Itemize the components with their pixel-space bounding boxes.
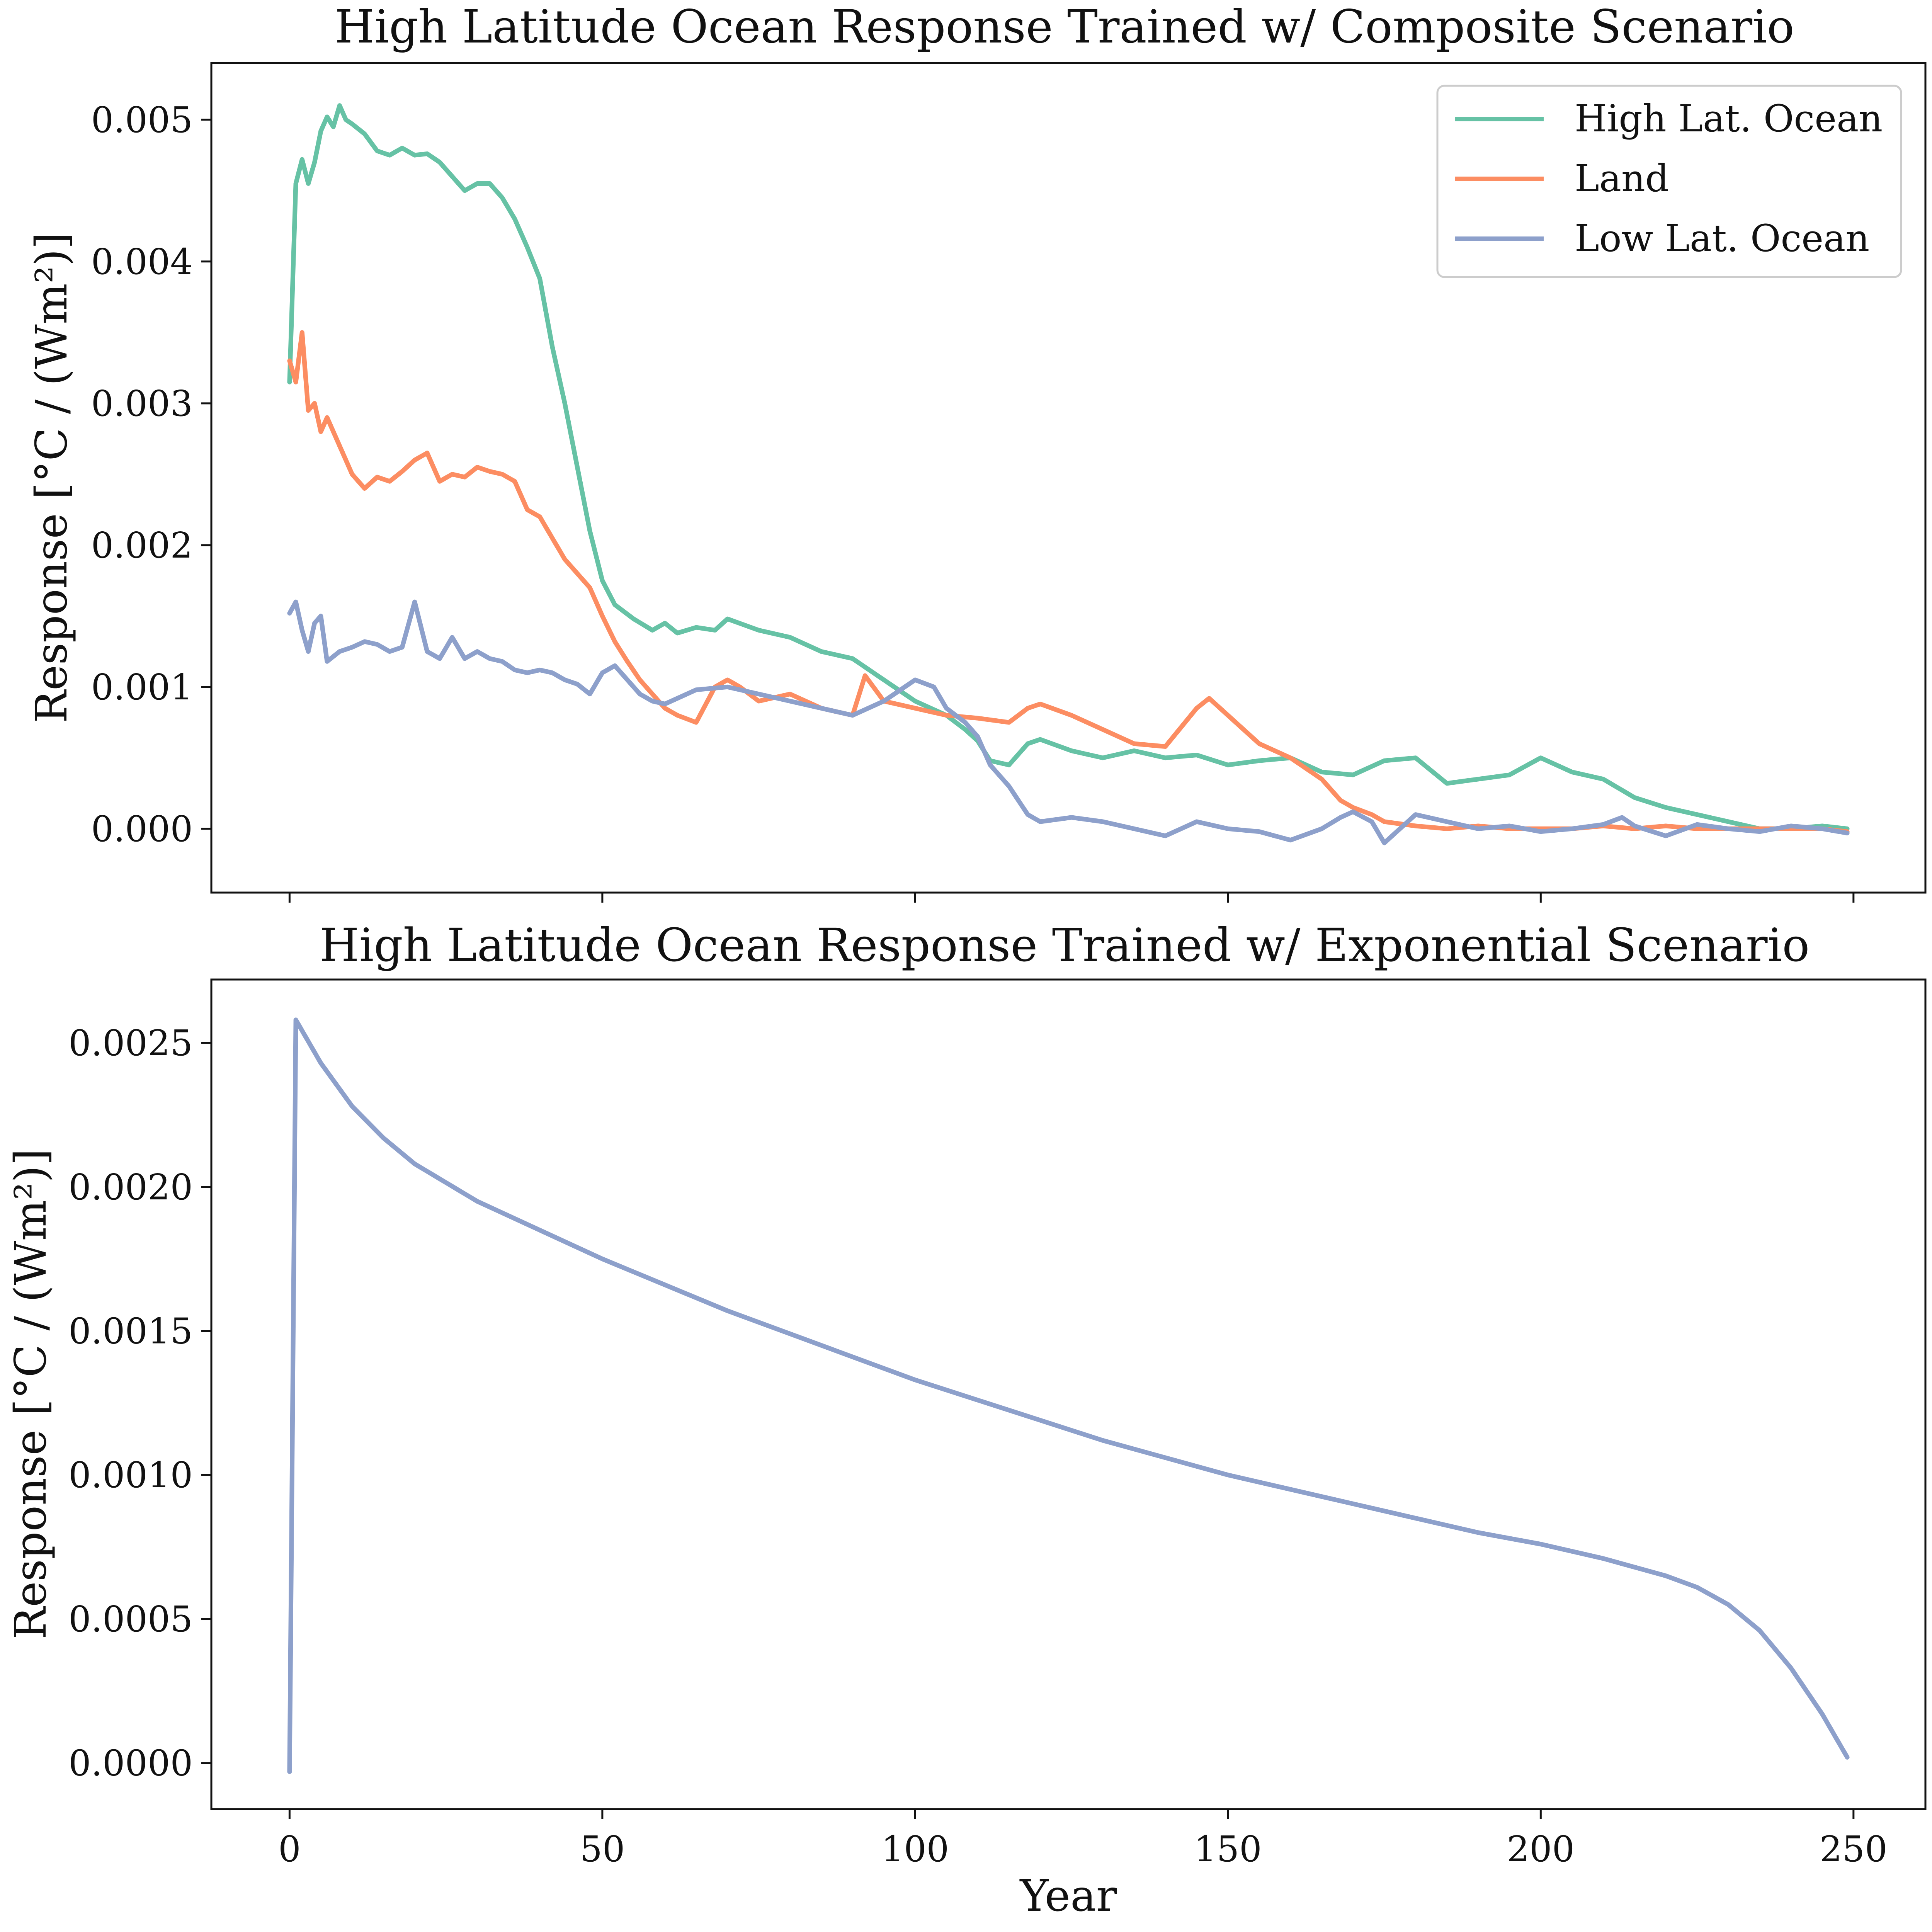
legend: High Lat. Ocean Land Low Lat. Ocean	[1436, 85, 1902, 278]
bottom-plot-frame	[210, 978, 1927, 1810]
x-tick-label: 50	[580, 1828, 625, 1870]
x-axis-label: Year	[1019, 1871, 1117, 1921]
y-tick-label: 0.0025	[68, 1022, 193, 1064]
bottom-plot-area: 0.0000 0.0005 0.0010 0.0015 0.0020 0.0025 0 50 1…	[68, 1017, 1888, 1870]
series-line-low-lat-ocean	[287, 599, 1850, 845]
x-tick-label: 100	[881, 1828, 949, 1870]
top-plot-area: 0.000 0.001 0.002 0.003 0.004 0.005	[91, 99, 1855, 903]
y-tick-label: 0.0010	[68, 1454, 193, 1496]
y-tick-label: 0.0000	[68, 1743, 193, 1784]
y-tick-label: 0.002	[91, 525, 193, 566]
bottom-chart-title: High Latitude Ocean Response Trained w/ …	[320, 918, 1810, 972]
top-chart: High Latitude Ocean Response Trained w/ …	[27, 0, 1927, 903]
y-tick-label: 0.003	[91, 383, 193, 424]
y-tick-label: 0.0015	[68, 1310, 193, 1352]
y-tick-label: 0.0005	[68, 1599, 193, 1640]
series-line-series-0	[287, 1017, 1850, 1774]
series-line-high-lat-ocean	[287, 103, 1850, 831]
top-y-axis-label: Response [°C / (Wm²)]	[27, 232, 77, 723]
y-tick-label: 0.0020	[68, 1167, 193, 1208]
x-tick-label: 250	[1820, 1828, 1888, 1870]
legend-label-land: Land	[1575, 157, 1669, 200]
y-tick-label: 0.000	[91, 808, 193, 850]
top-chart-title: High Latitude Ocean Response Trained w/ …	[335, 0, 1794, 53]
y-tick-label: 0.001	[91, 667, 193, 708]
top-plot-frame	[210, 62, 1927, 894]
bottom-y-axis-label: Response [°C / (Wm²)]	[6, 1149, 56, 1639]
y-tick-label: 0.004	[91, 241, 193, 282]
x-tick-label: 150	[1194, 1828, 1262, 1870]
x-tick-label: 200	[1507, 1828, 1575, 1870]
legend-label-high-lat-ocean: High Lat. Ocean	[1575, 97, 1883, 140]
x-tick-label: 0	[278, 1828, 301, 1870]
legend-box	[1436, 85, 1902, 278]
bottom-chart: High Latitude Ocean Response Trained w/ …	[6, 918, 1927, 1921]
legend-label-low-lat-ocean: Low Lat. Ocean	[1575, 217, 1869, 260]
y-tick-label: 0.005	[91, 99, 193, 141]
